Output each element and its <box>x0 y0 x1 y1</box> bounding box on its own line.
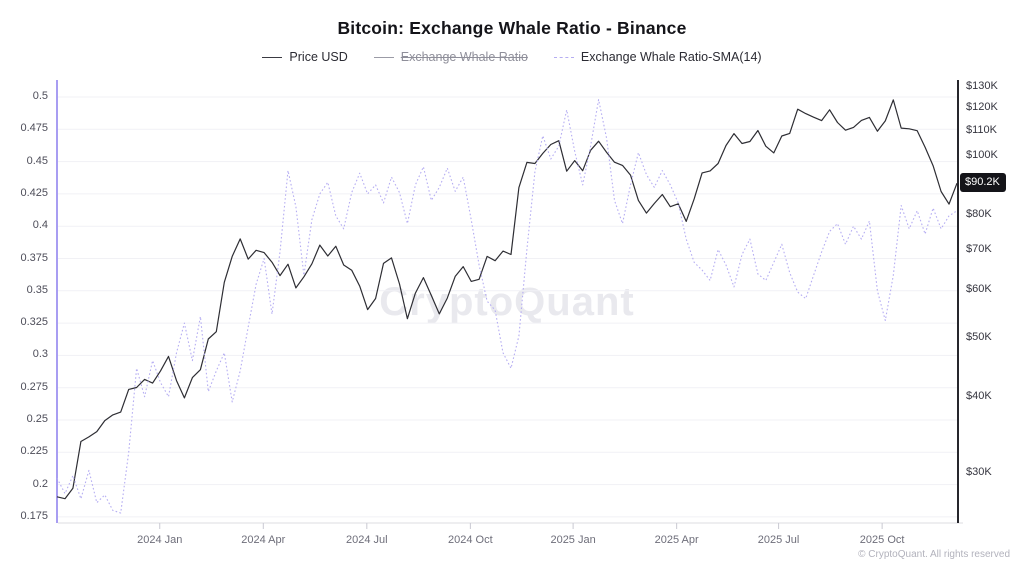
series-price-usd <box>56 99 958 500</box>
legend-item-exchange-whale-ratio-sma-14-[interactable]: Exchange Whale Ratio-SMA(14) <box>553 50 762 64</box>
x-axis-tick-label: 2025 Jul <box>757 534 800 546</box>
exchange-whale-ratio-swatch <box>373 56 394 58</box>
current-price-badge: $90.2K <box>960 173 1006 193</box>
right-axis-tick-label: $70K <box>966 242 992 255</box>
left-axis-tick-label: 0.2 <box>32 477 48 490</box>
left-axis-tick-label: 0.45 <box>26 154 48 167</box>
x-axis-tick-label: 2025 Jan <box>550 534 596 546</box>
legend: Price USD Exchange Whale Ratio Exchange Wh… <box>0 50 1024 64</box>
copyright-footer: © CryptoQuant. All rights reserved <box>858 549 1010 560</box>
left-axis-tick-label: 0.25 <box>26 413 48 425</box>
right-axis-tick-label: $110K <box>966 123 997 136</box>
price-usd-swatch <box>262 56 283 58</box>
right-axis-tick-label: $80K <box>966 207 992 220</box>
chart-title: Bitcoin: Exchange Whale Ratio - Binance <box>337 18 687 38</box>
x-axis-tick-label: 2024 Jan <box>137 534 183 546</box>
x-axis-tick-label: 2025 Apr <box>654 534 699 546</box>
left-axis-tick-label: 0.325 <box>20 316 48 329</box>
left-axis-tick-label: 0.275 <box>20 380 48 393</box>
right-axis-tick-label: $30K <box>966 465 992 478</box>
legend-label: Exchange Whale Ratio <box>400 50 528 64</box>
x-axis-tick-label: 2024 Oct <box>448 534 493 546</box>
legend-item-exchange-whale-ratio[interactable]: Exchange Whale Ratio <box>373 50 528 64</box>
left-axis-tick-label: 0.35 <box>26 283 48 296</box>
left-axis-tick-label: 0.3 <box>32 348 48 361</box>
series-exchange-whale-ratio-sma-14- <box>56 99 958 514</box>
x-axis-tick-label: 2025 Oct <box>859 534 905 546</box>
right-axis-tick-label: $50K <box>966 331 992 344</box>
legend-label: Exchange Whale Ratio-SMA(14) <box>580 50 762 64</box>
exchange-whale-ratio-sma-14--swatch <box>553 56 574 58</box>
left-axis-tick-label: 0.425 <box>20 186 48 199</box>
right-axis-tick-label: $100K <box>966 149 998 162</box>
left-axis-tick-label: 0.175 <box>20 509 48 522</box>
left-axis-tick-label: 0.4 <box>32 219 48 232</box>
left-axis-tick-label: 0.475 <box>20 122 48 135</box>
left-axis-tick-label: 0.375 <box>20 251 48 264</box>
x-axis-tick-label: 2024 Apr <box>241 534 286 546</box>
x-axis-tick-label: 2024 Jul <box>346 534 388 546</box>
legend-label: Price USD <box>289 50 348 64</box>
legend-item-price-usd[interactable]: Price USD <box>262 50 348 64</box>
right-axis-tick-label: $40K <box>966 390 992 403</box>
right-axis-tick-label: $130K <box>966 80 998 92</box>
right-axis-tick-label: $120K <box>966 101 998 114</box>
left-axis-tick-label: 0.5 <box>32 90 48 102</box>
right-axis-tick-label: $60K <box>966 283 992 296</box>
left-axis-tick-label: 0.225 <box>20 445 48 458</box>
